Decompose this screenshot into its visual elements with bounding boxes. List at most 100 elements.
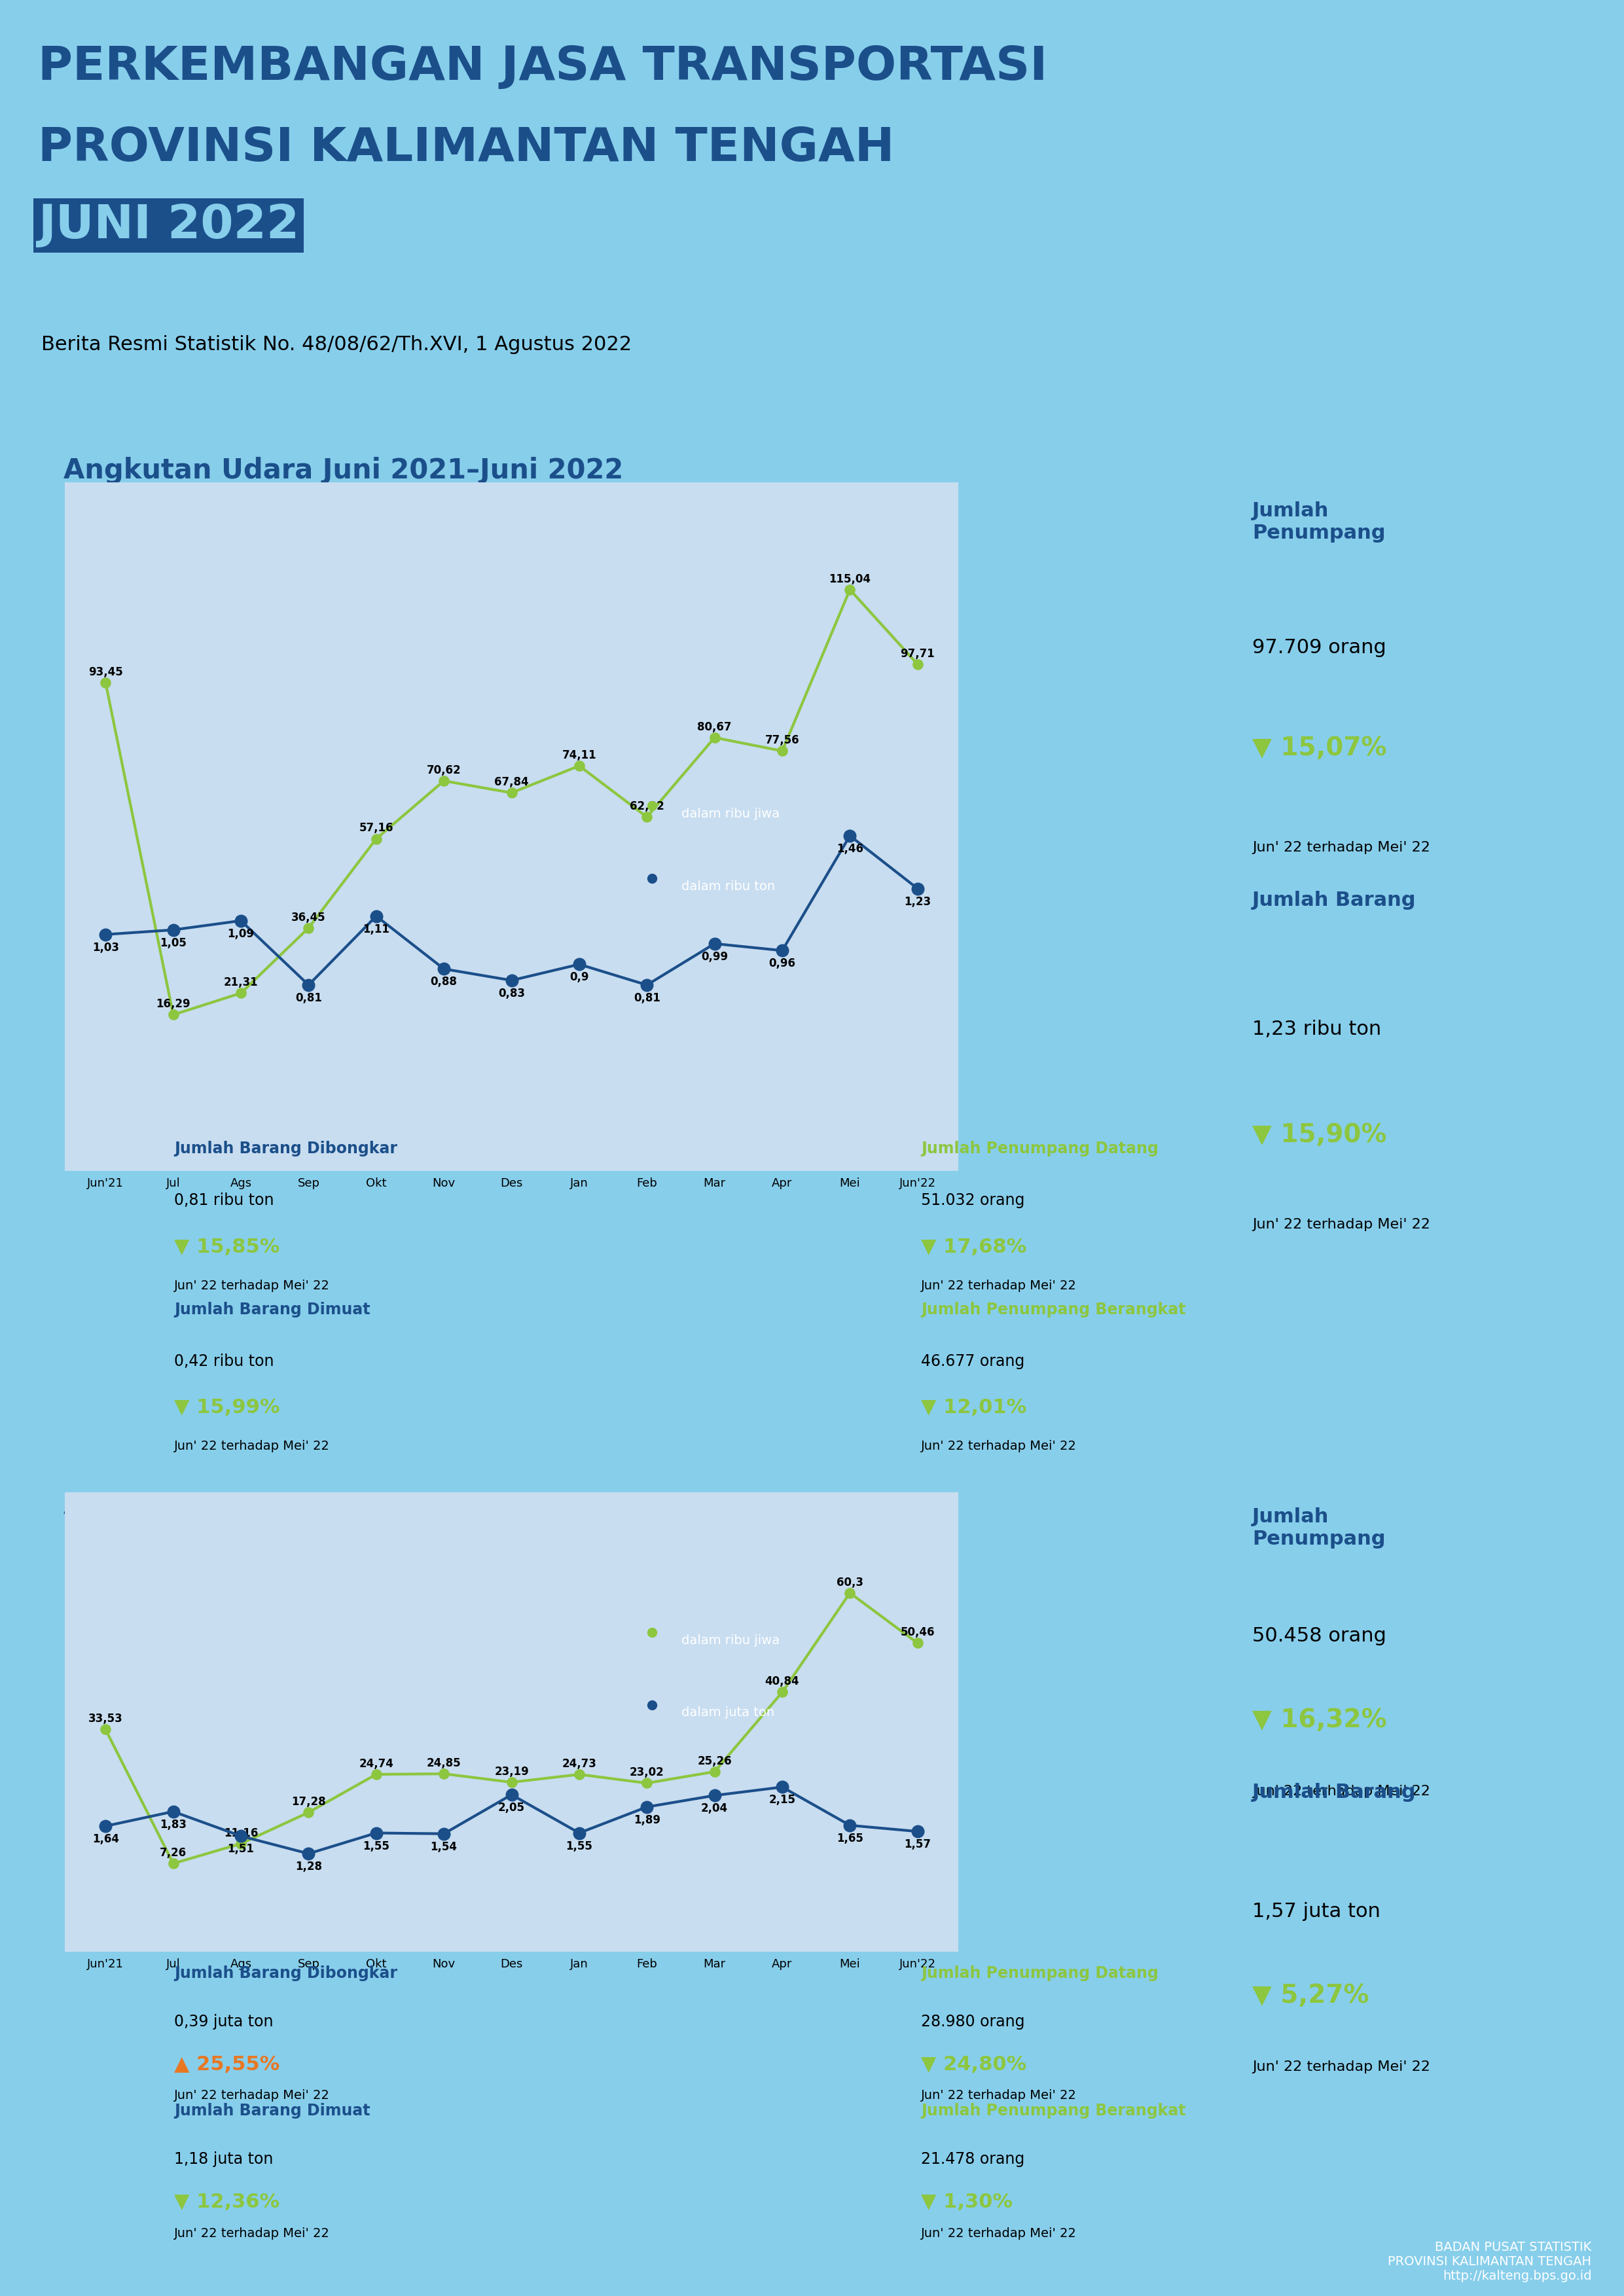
Point — [770, 1674, 796, 1711]
Text: 7,26: 7,26 — [159, 1846, 187, 1860]
Text: 24,74: 24,74 — [359, 1759, 393, 1770]
Text: 1,65: 1,65 — [836, 1832, 864, 1844]
Text: 70,62: 70,62 — [427, 765, 461, 776]
Text: PROVINSI KALIMANTAN TENGAH: PROVINSI KALIMANTAN TENGAH — [37, 126, 895, 170]
Point — [702, 925, 728, 962]
Text: ▼ 1,30%: ▼ 1,30% — [921, 2193, 1013, 2211]
Text: Berita Resmi Statistik No. 48/08/62/Th.XVI, 1 Agustus 2022: Berita Resmi Statistik No. 48/08/62/Th.X… — [42, 335, 632, 354]
Text: 0,88: 0,88 — [430, 976, 458, 987]
Point — [836, 817, 862, 854]
Point — [1069, 455, 1095, 491]
Point — [296, 1835, 322, 1871]
Point — [499, 774, 525, 810]
Text: 2,05: 2,05 — [499, 1802, 525, 1814]
Text: 11,16: 11,16 — [224, 1828, 258, 1839]
Point — [93, 1807, 119, 1844]
Point — [567, 748, 593, 785]
Text: 1,89: 1,89 — [633, 1814, 661, 1825]
Text: Jun' 22 terhadap Mei' 22: Jun' 22 terhadap Mei' 22 — [921, 2227, 1077, 2239]
Text: 21,31: 21,31 — [224, 976, 258, 990]
Point — [364, 898, 390, 934]
Point — [296, 967, 322, 1003]
Text: 67,84: 67,84 — [494, 776, 529, 788]
Text: 1,11: 1,11 — [362, 923, 390, 934]
Point — [702, 1777, 728, 1814]
Text: Jun' 22 terhadap Mei' 22: Jun' 22 terhadap Mei' 22 — [921, 2089, 1077, 2101]
Text: Jun' 22 terhadap Mei' 22: Jun' 22 terhadap Mei' 22 — [174, 1440, 330, 1453]
Point — [430, 1816, 456, 1853]
Point — [1069, 1281, 1095, 1318]
Text: 0,81: 0,81 — [633, 992, 661, 1003]
Text: Jumlah
Penumpang: Jumlah Penumpang — [1252, 1506, 1385, 1548]
Point — [93, 1711, 119, 1747]
Point — [161, 912, 187, 948]
Text: dalam ribu jiwa: dalam ribu jiwa — [682, 808, 780, 820]
Point — [296, 1793, 322, 1830]
Text: 23,02: 23,02 — [630, 1766, 664, 1779]
Text: 36,45: 36,45 — [291, 912, 326, 923]
Text: 50.458 orang: 50.458 orang — [1252, 1626, 1387, 1646]
Text: Jumlah Barang Dibongkar: Jumlah Barang Dibongkar — [174, 1965, 398, 1981]
Text: Jun' 22 terhadap Mei' 22: Jun' 22 terhadap Mei' 22 — [921, 1279, 1077, 1293]
Text: 1,83: 1,83 — [159, 1818, 187, 1830]
Point — [161, 1846, 187, 1883]
Point — [227, 1825, 253, 1862]
Text: 93,45: 93,45 — [88, 666, 123, 677]
Text: 97,71: 97,71 — [900, 647, 935, 659]
Text: 1,54: 1,54 — [430, 1841, 458, 1853]
Text: ▼ 5,27%: ▼ 5,27% — [1252, 1984, 1369, 2007]
Text: 0,99: 0,99 — [702, 951, 728, 962]
Text: ▼ 24,80%: ▼ 24,80% — [921, 2055, 1026, 2073]
Text: 24,73: 24,73 — [562, 1759, 596, 1770]
Text: ▼ 15,85%: ▼ 15,85% — [174, 1238, 279, 1256]
Text: 0,9: 0,9 — [570, 971, 590, 983]
Text: dalam ribu jiwa: dalam ribu jiwa — [682, 1635, 780, 1646]
Text: 1,05: 1,05 — [159, 937, 187, 948]
Text: 2,15: 2,15 — [768, 1793, 796, 1807]
Point — [702, 1754, 728, 1791]
Text: Jumlah Penumpang Berangkat: Jumlah Penumpang Berangkat — [921, 2103, 1186, 2119]
Point — [296, 909, 322, 946]
Text: BADAN PUSAT STATISTIK
PROVINSI KALIMANTAN TENGAH
http://kalteng.bps.go.id: BADAN PUSAT STATISTIK PROVINSI KALIMANTA… — [1389, 2241, 1592, 2282]
Text: 23,19: 23,19 — [494, 1766, 529, 1777]
Text: 33,53: 33,53 — [88, 1713, 123, 1724]
Text: JUNI 2022: JUNI 2022 — [37, 202, 299, 248]
Point — [499, 1777, 525, 1814]
Text: Jumlah Barang Dimuat: Jumlah Barang Dimuat — [174, 1302, 370, 1318]
Text: 0,96: 0,96 — [768, 957, 796, 969]
Text: 1,03: 1,03 — [93, 941, 119, 953]
Point — [93, 916, 119, 953]
Point — [227, 976, 253, 1013]
Point — [364, 1756, 390, 1793]
Point — [567, 1756, 593, 1793]
Point — [633, 799, 659, 836]
Point — [499, 1763, 525, 1800]
Text: Jun' 22 terhadap Mei' 22: Jun' 22 terhadap Mei' 22 — [174, 2227, 330, 2239]
Text: ▼ 12,01%: ▼ 12,01% — [921, 1398, 1026, 1417]
Point — [770, 1768, 796, 1805]
Text: 1,28: 1,28 — [296, 1860, 322, 1874]
Text: Jumlah Barang Dimuat: Jumlah Barang Dimuat — [174, 2103, 370, 2119]
Text: 1,57 juta ton: 1,57 juta ton — [1252, 1901, 1380, 1922]
Text: 0,81 ribu ton: 0,81 ribu ton — [174, 1192, 274, 1208]
Text: ▼ 17,68%: ▼ 17,68% — [921, 1238, 1026, 1256]
Point — [633, 967, 659, 1003]
Text: 25,26: 25,26 — [697, 1754, 732, 1768]
Point — [430, 951, 456, 987]
Point — [430, 762, 456, 799]
Point — [836, 1575, 862, 1612]
Text: 57,16: 57,16 — [359, 822, 393, 833]
Point — [905, 870, 931, 907]
Point — [567, 1814, 593, 1851]
Text: Jumlah Penumpang Berangkat: Jumlah Penumpang Berangkat — [921, 1302, 1186, 1318]
Point — [836, 572, 862, 608]
Text: 2,04: 2,04 — [702, 1802, 728, 1814]
Text: Jumlah Barang: Jumlah Barang — [1252, 891, 1416, 909]
Text: 28.980 orang: 28.980 orang — [921, 2014, 1025, 2030]
Text: Jumlah Barang Dibongkar: Jumlah Barang Dibongkar — [174, 1141, 398, 1157]
Point — [905, 645, 931, 682]
Text: 0,81: 0,81 — [296, 992, 322, 1003]
Text: 1,51: 1,51 — [227, 1844, 255, 1855]
Text: Jun' 22 terhadap Mei' 22: Jun' 22 terhadap Mei' 22 — [1252, 2060, 1431, 2073]
Point — [770, 732, 796, 769]
